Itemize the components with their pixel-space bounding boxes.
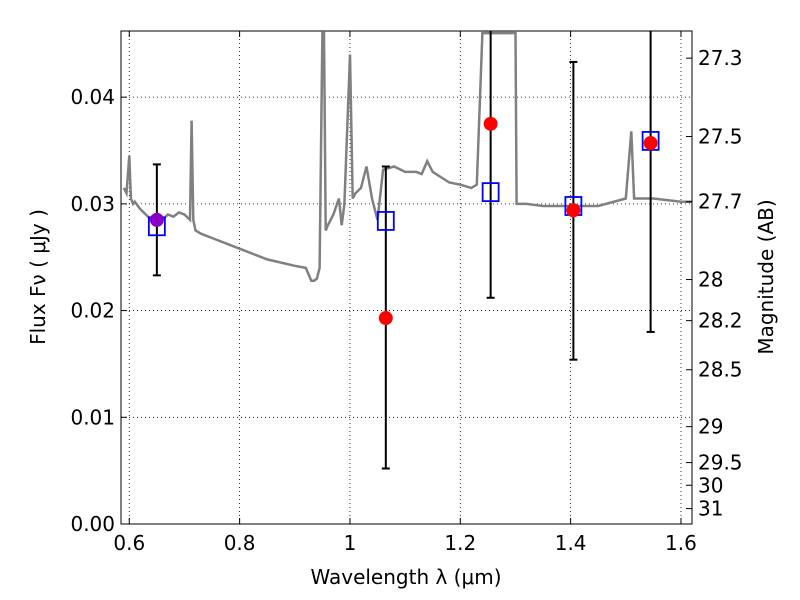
- magnitude-tick-label: 29: [698, 415, 723, 439]
- magnitude-tick-label: 28: [698, 268, 723, 292]
- observed-point: [643, 136, 658, 151]
- y-tick-label: 0.01: [70, 405, 115, 429]
- spectrum-line: [122, 31, 692, 282]
- plot-frame: [120, 30, 693, 525]
- axis-ticks: 0.6 0.8 1 1.2 1.4 1.6 0.00 0.01 0.02 0.03 0.04 27.3…: [70, 31, 743, 555]
- x-tick-label: 1: [344, 531, 357, 555]
- observed-point: [566, 203, 581, 218]
- magnitude-axis-label: Magnitude (AB): [754, 199, 778, 354]
- magnitude-tick-label: 28.2: [698, 309, 743, 333]
- model-point: [376, 211, 395, 231]
- magnitude-tick-label: 27.7: [698, 190, 743, 214]
- x-tick-label: 1.6: [665, 531, 697, 555]
- observed-points: [149, 116, 658, 326]
- y-tick-label: 0.00: [70, 512, 115, 536]
- magnitude-tick-label: 29.5: [698, 451, 743, 475]
- x-tick-label: 0.8: [224, 531, 256, 555]
- observed-point: [483, 116, 498, 131]
- y-axis-label: Flux Fν ( μJy ): [26, 209, 50, 345]
- magnitude-tick-label: 27.5: [698, 125, 743, 149]
- x-tick-label: 0.6: [113, 531, 145, 555]
- y-tick-label: 0.04: [70, 85, 115, 109]
- model-point: [481, 182, 500, 203]
- magnitude-tick-label: 31: [698, 497, 723, 521]
- observed-point: [378, 311, 393, 326]
- x-axis-label: Wavelength λ (μm): [310, 565, 501, 589]
- magnitude-tick-label: 27.3: [698, 46, 743, 70]
- y-tick-label: 0.02: [70, 299, 115, 323]
- x-tick-label: 1.4: [555, 531, 587, 555]
- model-spectrum: [122, 31, 692, 282]
- observed-point: [149, 212, 164, 227]
- x-tick-label: 1.2: [444, 531, 476, 555]
- magnitude-tick-label: 30: [698, 473, 723, 497]
- y-tick-label: 0.03: [70, 192, 115, 216]
- magnitude-tick-label: 28.5: [698, 358, 743, 382]
